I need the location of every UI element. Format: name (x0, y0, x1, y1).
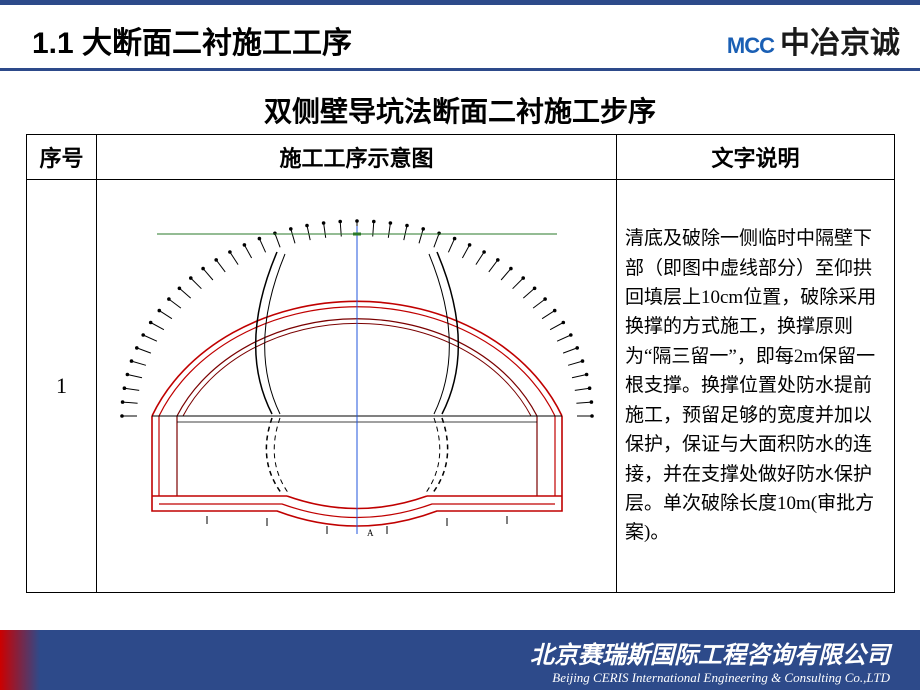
cell-diagram: A (97, 180, 617, 593)
cell-seq: 1 (27, 180, 97, 593)
right-partition-lower-dashed-2 (425, 418, 440, 494)
logo-abbr: MCC (727, 33, 774, 59)
left-partition-lower-dashed-2 (274, 418, 289, 494)
footer-accent (0, 630, 40, 690)
col-header-diagram: 施工工序示意图 (97, 135, 617, 180)
table-row: 1 (27, 180, 895, 593)
footer-company-cn: 北京赛瑞斯国际工程咨询有限公司 (530, 635, 890, 670)
col-header-seq: 序号 (27, 135, 97, 180)
description-text: 清底及破除一侧临时中隔壁下部（即图中虚线部分）至仰拱回填层上10cm位置，破除采… (625, 224, 886, 548)
procedure-table: 序号 施工工序示意图 文字说明 1 (26, 134, 895, 593)
cell-description: 清底及破除一侧临时中隔壁下部（即图中虚线部分）至仰拱回填层上10cm位置，破除采… (617, 180, 895, 593)
title-row: 1.1 大断面二衬施工工序 MCC 中冶京诚 (32, 18, 900, 62)
subtitle: 双侧壁导坑法断面二衬施工步序 (0, 90, 920, 130)
table-header-row: 序号 施工工序示意图 文字说明 (27, 135, 895, 180)
col-header-desc: 文字说明 (617, 135, 895, 180)
diagram-label-a: A (367, 528, 374, 538)
page-title: 1.1 大断面二衬施工工序 (32, 18, 352, 62)
logo: MCC 中冶京诚 (727, 18, 900, 62)
footer: 北京赛瑞斯国际工程咨询有限公司 Beijing CERIS Internatio… (0, 630, 920, 690)
header-separator (0, 68, 920, 71)
footer-company-en: Beijing CERIS International Engineering … (552, 670, 890, 686)
header-top-bar (0, 0, 920, 5)
tunnel-diagram: A (107, 186, 607, 586)
right-partition-upper (437, 252, 458, 414)
left-partition-upper (255, 252, 276, 414)
logo-cn-text: 中冶京诚 (780, 18, 900, 62)
